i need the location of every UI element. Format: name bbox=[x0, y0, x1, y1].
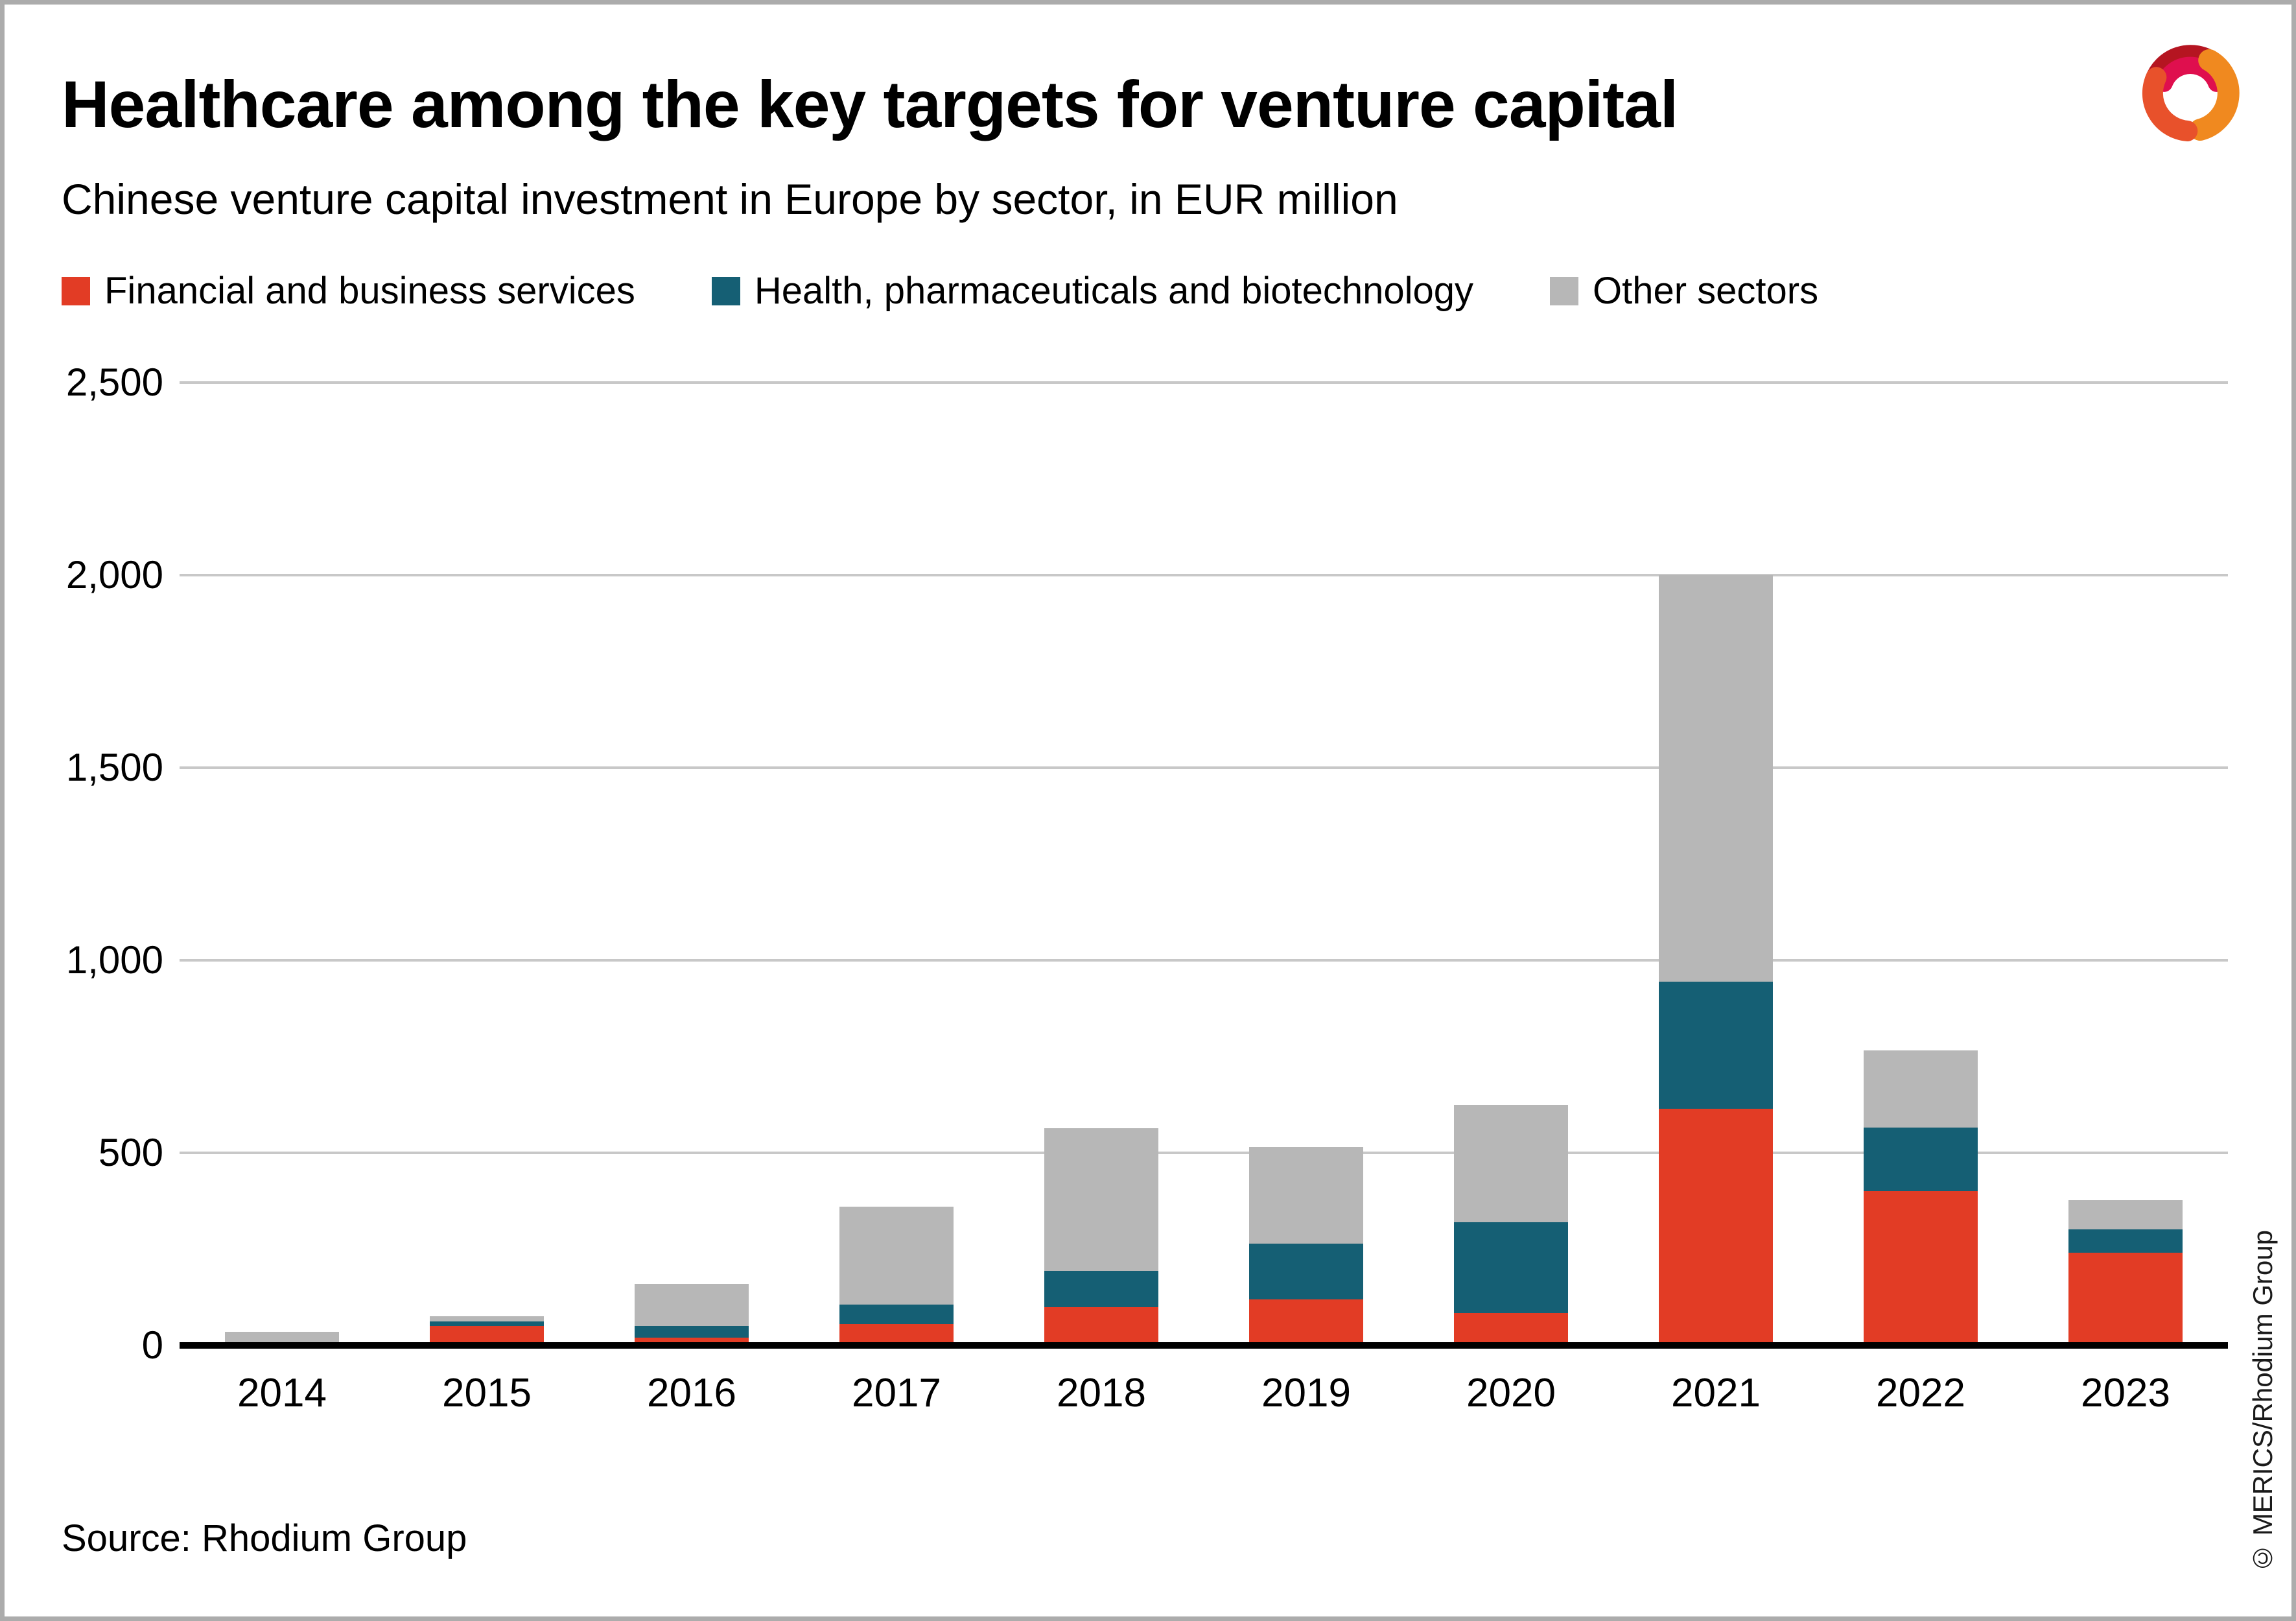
x-tick-label-2022: 2022 bbox=[1876, 1371, 1965, 1415]
legend-item-1: Health, pharmaceuticals and biotechnolog… bbox=[711, 269, 1473, 313]
legend-swatch-icon bbox=[62, 276, 90, 305]
bar-segment bbox=[1248, 1244, 1364, 1299]
page-title: Healthcare among the key targets for ven… bbox=[62, 67, 1678, 141]
bar-segment bbox=[1658, 982, 1774, 1109]
gridline-2000 bbox=[180, 574, 2228, 576]
stacked-bar-2014 bbox=[224, 1332, 340, 1345]
gridline-1500 bbox=[180, 766, 2228, 769]
x-tick-label-2016: 2016 bbox=[647, 1371, 736, 1415]
x-tick-label-2014: 2014 bbox=[237, 1371, 327, 1415]
stacked-bar-2017 bbox=[839, 1207, 954, 1345]
y-axis: 0 500 1,000 1,500 2,000 2,500 bbox=[24, 363, 163, 1365]
bar-segment bbox=[1248, 1299, 1364, 1345]
bar-slot-2017 bbox=[794, 383, 999, 1345]
chart-legend: Financial and business services Health, p… bbox=[62, 269, 1818, 313]
legend-label: Health, pharmaceuticals and biotechnolog… bbox=[754, 270, 1473, 312]
legend-item-2: Other sectors bbox=[1550, 269, 1818, 313]
x-tick-label-2018: 2018 bbox=[1057, 1371, 1146, 1415]
x-tick-label-2017: 2017 bbox=[852, 1371, 941, 1415]
stacked-bar-2016 bbox=[634, 1284, 749, 1345]
x-tick-label-2020: 2020 bbox=[1466, 1371, 1556, 1415]
y-tick-label-0: 0 bbox=[141, 1323, 163, 1367]
merics-logo-icon bbox=[2142, 45, 2240, 141]
y-tick-label-2500: 2,500 bbox=[65, 361, 163, 404]
legend-swatch-icon bbox=[711, 276, 740, 305]
bar-segment bbox=[1863, 1191, 1978, 1345]
bar-slot-2016 bbox=[589, 383, 794, 1345]
bar-segment bbox=[2068, 1253, 2183, 1345]
stacked-bar-2023 bbox=[2068, 1200, 2183, 1345]
bar-segment bbox=[634, 1326, 749, 1338]
x-tick-label-2015: 2015 bbox=[442, 1371, 532, 1415]
bar-segment bbox=[1044, 1128, 1159, 1271]
bar-segment bbox=[1044, 1271, 1159, 1307]
stacked-bar-2018 bbox=[1044, 1128, 1159, 1345]
bar-segment bbox=[839, 1324, 954, 1345]
bar-slot-2014 bbox=[180, 383, 384, 1345]
bar-slot-2022 bbox=[1818, 383, 2023, 1345]
x-axis-line bbox=[180, 1342, 2228, 1349]
y-tick-label-1000: 1,000 bbox=[65, 938, 163, 982]
bar-slot-2019 bbox=[1204, 383, 1409, 1345]
legend-label: Other sectors bbox=[1593, 270, 1819, 312]
bar-segment bbox=[1453, 1222, 1569, 1313]
stacked-bar-2021 bbox=[1658, 575, 1774, 1345]
y-tick-label-2000: 2,000 bbox=[65, 553, 163, 597]
x-tick-label-2021: 2021 bbox=[1671, 1371, 1761, 1415]
bar-segment bbox=[839, 1305, 954, 1324]
legend-label: Financial and business services bbox=[104, 270, 635, 312]
bar-segment bbox=[1453, 1313, 1569, 1345]
stacked-bar-2015 bbox=[429, 1316, 545, 1345]
y-tick-label-500: 500 bbox=[98, 1131, 163, 1174]
page-subtitle: Chinese venture capital investment in Eu… bbox=[62, 175, 1398, 223]
bar-segment bbox=[429, 1316, 545, 1321]
source-note: Source: Rhodium Group bbox=[62, 1517, 467, 1559]
bar-slot-2021 bbox=[1613, 383, 1818, 1345]
copyright-credit: © MERICS/Rhodium Group bbox=[2247, 1229, 2278, 1574]
legend-item-0: Financial and business services bbox=[62, 269, 635, 313]
plot-area bbox=[180, 381, 2228, 1349]
bar-segment bbox=[1044, 1307, 1159, 1345]
y-tick-label-1500: 1,500 bbox=[65, 746, 163, 789]
bar-slot-2020 bbox=[1409, 383, 1613, 1345]
bar-segment bbox=[839, 1207, 954, 1305]
gridline-1000 bbox=[180, 959, 2228, 962]
x-tick-label-2023: 2023 bbox=[2081, 1371, 2170, 1415]
bar-slot-2015 bbox=[384, 383, 589, 1345]
stacked-bar-2019 bbox=[1248, 1147, 1364, 1345]
bar-segment bbox=[429, 1321, 545, 1326]
bar-segment bbox=[1863, 1128, 1978, 1191]
bar-segment bbox=[2068, 1229, 2183, 1253]
stacked-bar-2022 bbox=[1863, 1050, 1978, 1345]
gridline-500 bbox=[180, 1152, 2228, 1154]
legend-swatch-icon bbox=[1550, 276, 1578, 305]
bar-segment bbox=[2068, 1200, 2183, 1229]
bar-segment bbox=[1658, 575, 1774, 982]
x-tick-label-2019: 2019 bbox=[1261, 1371, 1351, 1415]
bar-slot-2018 bbox=[999, 383, 1204, 1345]
bar-segment bbox=[634, 1284, 749, 1326]
bar-segment bbox=[1248, 1147, 1364, 1244]
bar-segment bbox=[1658, 1109, 1774, 1345]
stacked-bar-2020 bbox=[1453, 1105, 1569, 1345]
gridline-2500 bbox=[180, 381, 2228, 384]
bar-segment bbox=[1453, 1105, 1569, 1222]
bar-segment bbox=[1863, 1050, 1978, 1128]
bar-segment bbox=[224, 1332, 340, 1345]
bar-slot-2023 bbox=[2023, 383, 2228, 1345]
x-axis-labels: 2014 2015 2016 2017 2018 2019 2020 2021 2022 2023 bbox=[180, 1370, 2228, 1428]
